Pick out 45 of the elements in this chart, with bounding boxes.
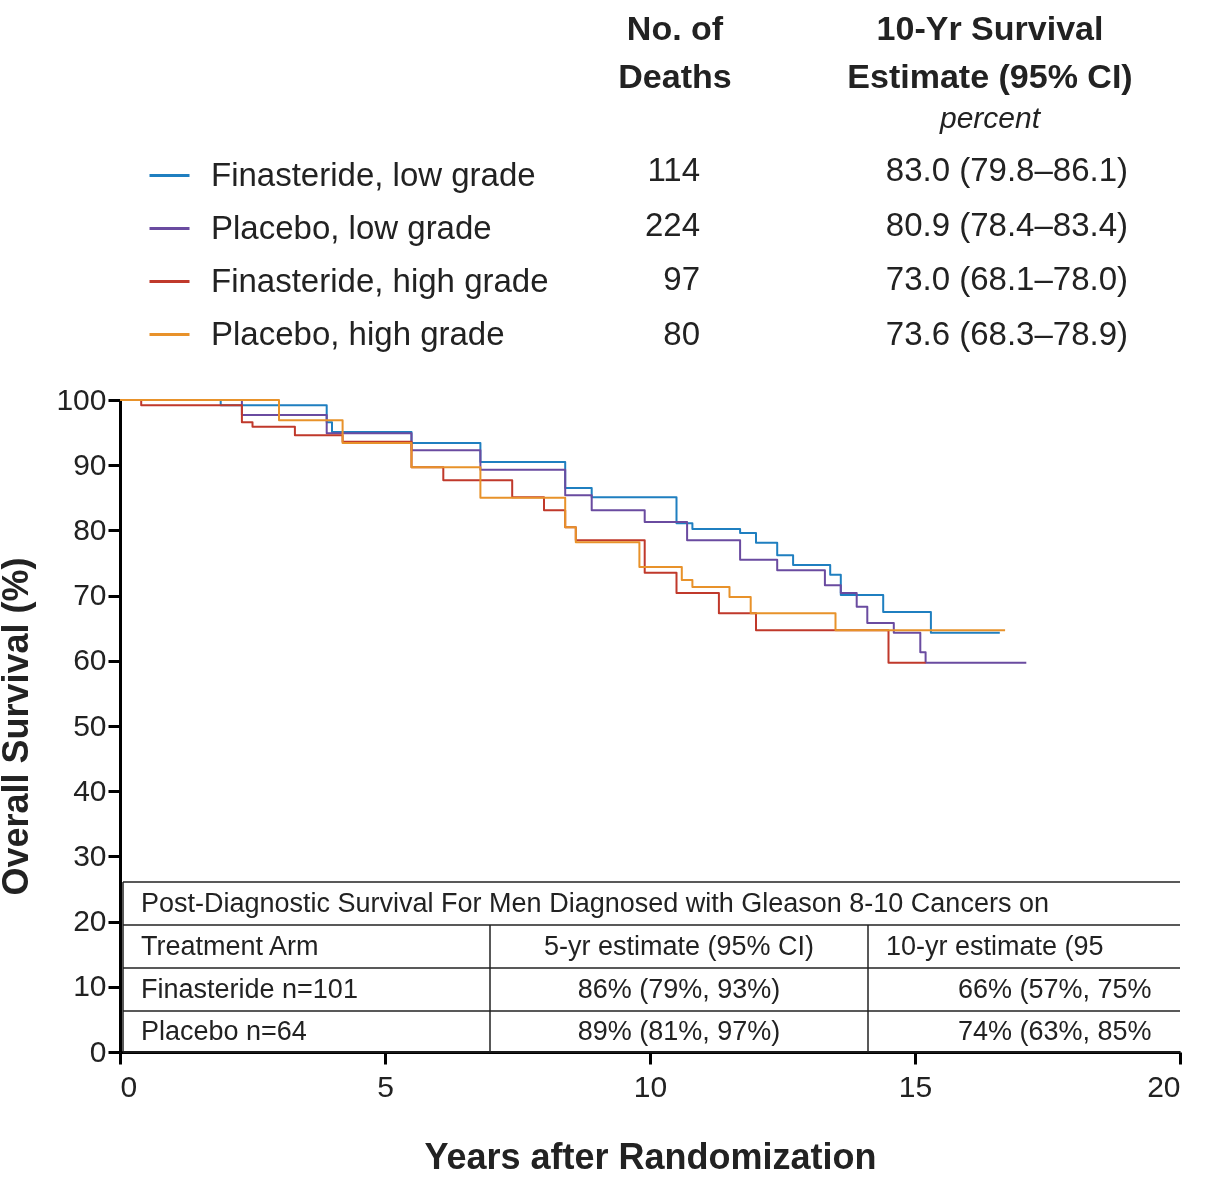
y-axis-title: Overall Survival (%) [0,557,37,896]
y-tick-label: 60 [73,643,107,677]
annotation: Post-Diagnostic Survival For Men Diagnosed with Gleason 8-10 Cancers on [141,887,1049,918]
text: 80.9 (78.4–83.4) [885,206,1128,243]
y-tick-label: 30 [73,838,107,872]
text: percent [938,101,1042,134]
text: Deaths [618,57,732,95]
text: Estimate (95% CI) [847,57,1133,95]
annotation: 74% (63%, 85% [958,1015,1152,1046]
x-tick-label: 10 [633,1069,668,1103]
legend-label: Finasteride, low grade [211,155,536,193]
y-tick-label: 0 [89,1034,107,1068]
annotation: 66% (57%, 75% [958,973,1152,1004]
text: 83.0 (79.8–86.1) [885,151,1128,188]
x-tick-label: 20 [1147,1069,1181,1103]
text: No. of [626,9,724,47]
annotation: 89% (81%, 97%) [577,1015,781,1046]
y-tick-label: 50 [73,708,107,742]
legend-label: Placebo, high grade [211,314,505,352]
annotation: Placebo n=64 [141,1015,307,1046]
annotation: 5-yr estimate (95% CI) [543,930,815,961]
x-tick-label: 0 [120,1069,138,1103]
text: 80 [663,315,700,352]
text: 73.6 (68.3–78.9) [885,315,1128,352]
y-tick-label: 40 [73,773,107,807]
annotation: Treatment Arm [141,930,319,961]
y-tick-label: 70 [73,578,107,612]
annotation: 86% (79%, 93%) [577,973,781,1004]
text: 10-Yr Survival [876,9,1104,47]
y-tick-label: 80 [73,512,107,546]
text: 114 [647,151,700,188]
y-tick-label: 20 [73,904,107,938]
x-axis-title: Years after Randomization [424,1135,877,1177]
annotation: Finasteride n=101 [141,973,358,1004]
x-tick-label: 15 [898,1069,933,1103]
text: 224 [644,206,700,243]
y-tick-label: 10 [73,969,107,1003]
text: 73.0 (68.1–78.0) [885,260,1128,297]
legend-label: Finasteride, high grade [211,261,549,299]
text: 97 [663,260,700,297]
y-tick-label: 90 [73,447,107,481]
legend-label: Placebo, low grade [211,208,492,246]
y-tick-label: 100 [56,382,107,416]
annotation: 10-yr estimate (95 [886,930,1104,961]
x-tick-label: 5 [377,1069,394,1103]
